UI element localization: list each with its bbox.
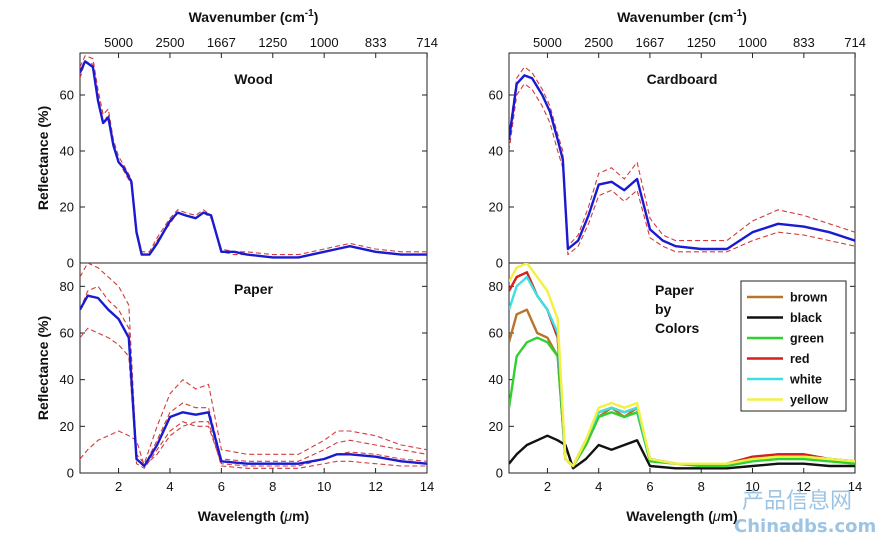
top-tick-label: 2500 [584, 35, 613, 50]
y-tick-label: 0 [496, 466, 503, 481]
y-tick-label: 60 [60, 326, 74, 341]
x-tick-label: 14 [848, 479, 862, 494]
legend-label-black: black [790, 311, 822, 325]
x-tick-label: 8 [698, 479, 705, 494]
x-tick-label: 12 [368, 479, 382, 494]
series-line-3 [509, 74, 855, 251]
y-tick-label: 0 [496, 256, 503, 271]
top-axis-title: Wavenumber (cm-1) [189, 8, 319, 25]
series-line-2 [80, 285, 427, 467]
y-tick-label: 40 [489, 372, 503, 387]
y-tick-label: 60 [489, 326, 503, 341]
y-tick-label: 60 [60, 88, 74, 103]
legend-label-yellow: yellow [790, 393, 828, 407]
series-line-yellow [509, 263, 855, 468]
panel-title: Paper [655, 282, 694, 298]
series-line-2 [509, 83, 855, 256]
legend-label-brown: brown [790, 291, 828, 305]
top-tick-label: 1250 [258, 35, 287, 50]
panel-4: 0 20 40 60 80 2 4 6 8 10 12 14 Wavelength (μm) Paper b… [489, 262, 862, 524]
panel-title: Paper [234, 281, 273, 297]
series-group [509, 263, 855, 470]
y-axis-title: Reflectance (%) [35, 106, 51, 210]
series-line-black [509, 434, 855, 470]
x-tick-label: 10 [745, 479, 759, 494]
panel-title: Wood [234, 71, 273, 87]
top-tick-label: 714 [844, 35, 866, 50]
x-tick-label: 4 [166, 479, 173, 494]
watermark-en: Chinadbs.com [734, 516, 876, 537]
y-tick-label: 40 [60, 144, 74, 159]
x-tick-label: 2 [544, 479, 551, 494]
top-tick-label: 2500 [156, 35, 185, 50]
panel-title: by [655, 301, 672, 317]
x-tick-label: 14 [420, 479, 434, 494]
panel-3: 0 20 40 60 80 2 4 6 8 10 12 14 Wavelength (μm) Reflec… [35, 262, 434, 524]
top-axis-title: Wavenumber (cm-1) [617, 8, 747, 25]
series-group [80, 263, 427, 469]
series-line-2 [80, 55, 427, 256]
top-tick-label: 1667 [207, 35, 236, 50]
y-axis-title: Reflectance (%) [35, 316, 51, 420]
top-tick-label: 1000 [738, 35, 767, 50]
series-line-1 [509, 66, 855, 247]
legend-label-green: green [790, 332, 824, 346]
series-line-green [509, 336, 855, 468]
series-line-3 [80, 60, 427, 259]
legend: brown black green red white yellow [740, 280, 847, 412]
watermark-cn: 产品信息网 [742, 489, 852, 514]
legend-label-red: red [790, 352, 809, 366]
plot-frame [79, 262, 428, 474]
y-tick-label: 20 [489, 200, 503, 215]
x-tick-label: 6 [646, 479, 653, 494]
x-tick-label: 10 [317, 479, 331, 494]
y-tick-label: 40 [60, 372, 74, 387]
series-group [509, 66, 855, 256]
series-line-4 [80, 421, 427, 469]
panel-title: Colors [655, 320, 700, 336]
y-tick-label: 80 [489, 279, 503, 294]
legend-label-white: white [789, 373, 822, 387]
series-group [80, 55, 427, 259]
x-tick-label: 12 [797, 479, 811, 494]
x-tick-label: 4 [595, 479, 602, 494]
top-tick-label: 833 [793, 35, 815, 50]
x-tick-label: 8 [269, 479, 276, 494]
y-tick-label: 80 [60, 279, 74, 294]
panel-2: 0 20 40 60 5000 2500 1667 1250 1000 833 714 Wavenum… [489, 8, 866, 271]
series-line-1 [80, 263, 427, 465]
top-tick-label: 833 [365, 35, 387, 50]
x-axis-title: Wavelength (μm) [626, 508, 737, 524]
top-tick-label: 1000 [310, 35, 339, 50]
x-tick-label: 6 [218, 479, 225, 494]
y-tick-label: 20 [489, 419, 503, 434]
y-tick-label: 20 [60, 419, 74, 434]
y-tick-label: 0 [67, 256, 74, 271]
series-line-1 [80, 60, 427, 258]
x-axis-title: Wavelength (μm) [198, 508, 309, 524]
top-tick-label: 5000 [533, 35, 562, 50]
top-tick-label: 1667 [635, 35, 664, 50]
y-tick-label: 40 [489, 144, 503, 159]
panel-title: Cardboard [647, 71, 718, 87]
top-tick-label: 5000 [104, 35, 133, 50]
top-tick-label: 1250 [687, 35, 716, 50]
panel-1: 0 20 40 60 5000 2500 1667 1250 1000 833 714 Wavenum… [35, 8, 438, 271]
x-tick-label: 2 [115, 479, 122, 494]
top-tick-label: 714 [416, 35, 438, 50]
y-tick-label: 60 [489, 88, 503, 103]
y-tick-label: 20 [60, 200, 74, 215]
series-line-5 [80, 294, 427, 468]
plot-frame [508, 262, 856, 474]
y-tick-label: 0 [67, 466, 74, 481]
